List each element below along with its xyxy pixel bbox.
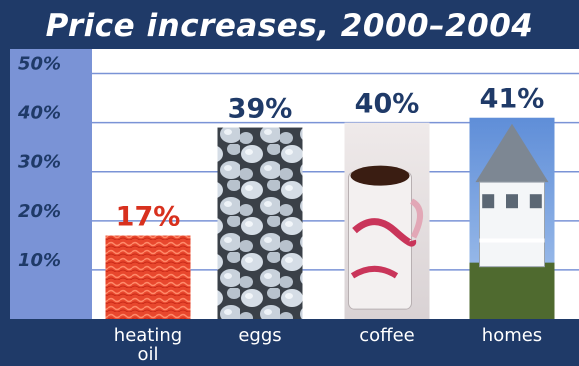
y-tick-label: 30% <box>18 152 61 173</box>
category-label: eggs <box>238 325 281 346</box>
bar-eggs-photo <box>217 127 303 319</box>
category-label: heating <box>114 325 182 346</box>
bar-heating-oil-photo <box>105 235 191 319</box>
category-label: homes <box>482 325 542 346</box>
y-tick-label: 10% <box>18 250 61 271</box>
bar <box>105 235 191 319</box>
y-tick-label: 20% <box>18 201 61 222</box>
mug-handle <box>409 198 423 239</box>
coffee-surface <box>350 165 410 186</box>
window <box>529 194 542 209</box>
value-label: 40% <box>355 89 420 120</box>
window <box>482 194 495 209</box>
mug-pattern <box>350 265 399 279</box>
bar-coffee-photo <box>344 122 430 320</box>
value-label: 41% <box>480 84 545 115</box>
porch-rail <box>479 238 545 243</box>
bar-house-photo <box>469 117 555 320</box>
window <box>506 194 518 209</box>
bar <box>217 127 303 319</box>
chart-title: Price increases, 2000–2004 <box>45 8 534 44</box>
y-tick-label: 40% <box>17 103 61 124</box>
y-axis-band <box>0 49 92 319</box>
category-label: oil <box>137 344 158 365</box>
category-label: coffee <box>359 325 414 346</box>
value-label: 17% <box>116 202 181 233</box>
roof <box>475 123 549 183</box>
value-label: 39% <box>228 94 293 125</box>
mug-pattern <box>352 218 417 247</box>
left-edge <box>0 49 10 319</box>
y-tick-label: 50% <box>18 54 61 75</box>
lawn <box>469 262 555 319</box>
